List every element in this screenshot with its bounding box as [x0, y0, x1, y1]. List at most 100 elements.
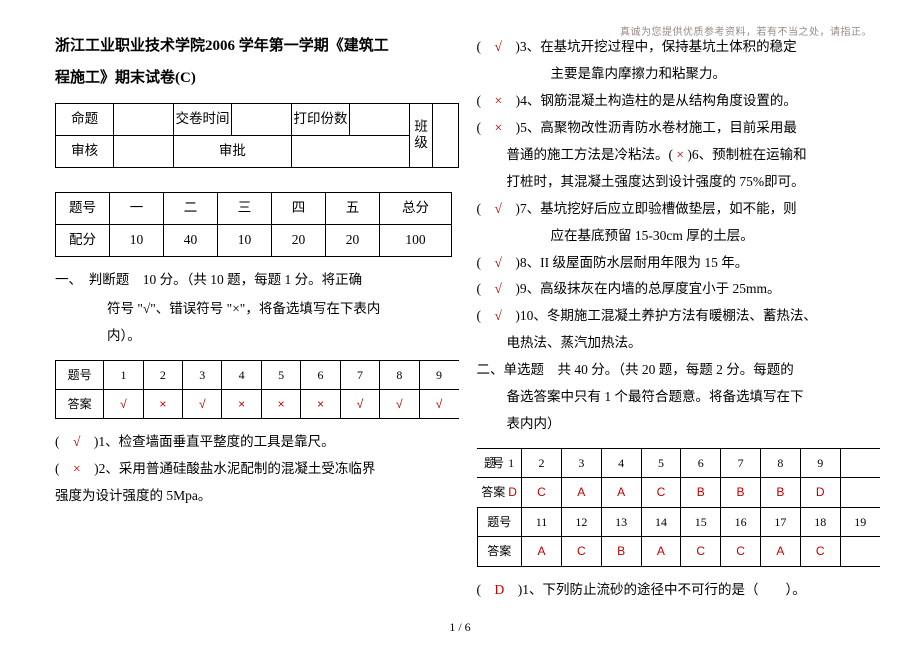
ans-cell: B: [760, 478, 800, 507]
ans-cell: 3: [561, 449, 601, 478]
ans-cell: ×: [301, 389, 340, 418]
ans-cell: A: [601, 478, 641, 507]
ans-cell: D: [800, 478, 840, 507]
score-cell: 四: [272, 192, 326, 224]
ans-cell: B: [681, 478, 721, 507]
q9: ( √ )9、高级抹灰在内墙的总厚度宜小于 25mm。: [477, 278, 881, 301]
score-cell: 二: [164, 192, 218, 224]
ans-cell: 9: [419, 360, 458, 389]
score-cell: 40: [164, 224, 218, 256]
q5: ( × )5、高聚物改性沥青防水卷材施工，目前采用最: [477, 117, 881, 140]
ans-cell: B: [601, 537, 641, 566]
sec2b: 备选答案中只有 1 个最符合题意。将备选填写在下: [477, 386, 881, 409]
score-cell: 10: [218, 224, 272, 256]
ans-cell: √: [380, 389, 419, 418]
form-cell: 打印份数: [291, 104, 349, 136]
ans-cell: [840, 449, 880, 478]
ans-cell: 2: [522, 449, 562, 478]
q3-ans: √: [495, 39, 502, 54]
ans-cell: 8: [380, 360, 419, 389]
section1-l2: 符号 "√"、错误符号 "×"，将备选填写在下表内: [55, 298, 459, 321]
score-cell: 20: [272, 224, 326, 256]
ans-cell: 8: [760, 449, 800, 478]
ans-cell: 19: [840, 507, 880, 536]
ans-cell: 13: [601, 507, 641, 536]
form-cell: [291, 135, 409, 167]
ans-cell: ×: [261, 389, 300, 418]
form-table: 命题 交卷时间 打印份数 班级 审核 审批: [55, 103, 459, 168]
ans-cell: 12: [561, 507, 601, 536]
ans-cell: C: [561, 537, 601, 566]
score-cell: 题号: [56, 192, 110, 224]
ans-cell: C: [721, 537, 761, 566]
ans-cell: 答案: [477, 537, 522, 566]
form-cell: [114, 135, 174, 167]
banji-label: 班级: [409, 104, 433, 168]
section1-head: 一、 判断题 10 分。（共 10 题，每题 1 分。将正确: [55, 269, 459, 292]
ans-cell: 16: [721, 507, 761, 536]
ans-cell: [840, 478, 880, 507]
answer-table2: 题号1 2 3 4 5 6 7 8 9 答案 D C A A C B B B D: [477, 448, 881, 567]
ans-cell: 14: [641, 507, 681, 536]
ans-cell: 5: [641, 449, 681, 478]
score-cell: 总分: [380, 192, 452, 224]
ans-cell: 11: [522, 507, 562, 536]
ans-cell: 2: [143, 360, 182, 389]
score-cell: 100: [380, 224, 452, 256]
ans-cell: 3: [183, 360, 222, 389]
q7: ( √ )7、基坑挖好后应立即验槽做垫层，如不能，则: [477, 198, 881, 221]
ans-cell: 题号1: [477, 449, 522, 478]
ans-cell: √: [419, 389, 458, 418]
q1-1-ans: √: [73, 434, 80, 449]
q6-ans: ×: [676, 147, 684, 162]
ans-cell: B: [721, 478, 761, 507]
sec2c: 表内内）: [477, 413, 881, 436]
banji-val: [433, 104, 458, 168]
score-cell: 20: [326, 224, 380, 256]
q1-2b: 强度为设计强度的 5Mpa。: [55, 485, 459, 508]
q1-2: ( × )2、采用普通硅酸盐水泥配制的混凝土受冻临界: [55, 458, 459, 481]
q1-1: ( √ )1、检查墙面垂直平整度的工具是靠尺。: [55, 431, 459, 454]
ans-cell: 7: [340, 360, 379, 389]
q10: ( √ )10、冬期施工混凝土养护方法有暖棚法、蓄热法、: [477, 305, 881, 328]
title-line2: 程施工》期末试卷(C): [55, 66, 459, 92]
ans-cell: 题号: [56, 360, 104, 389]
sec2a: 二、单选题 共 40 分。（共 20 题，每题 2 分。每题的: [477, 359, 881, 382]
ans-cell: 17: [760, 507, 800, 536]
score-cell: 五: [326, 192, 380, 224]
ans-cell: 4: [222, 360, 261, 389]
ans-cell: ×: [143, 389, 182, 418]
right-column: ( √ )3、在基坑开挖过程中，保持基坑土体积的稳定 主要是靠内摩擦力和粘聚力。…: [477, 28, 881, 606]
answer-table1: 题号 1 2 3 4 5 6 7 8 9 答案 √ × √ × × × √ √: [55, 360, 459, 420]
q8: ( √ )8、II 级屋面防水层耐用年限为 15 年。: [477, 252, 881, 275]
q9-ans: √: [495, 281, 502, 296]
ans-cell: 4: [601, 449, 641, 478]
q5d: 打桩时，其混凝土强度达到设计强度的 75%即可。: [477, 171, 881, 194]
q4: ( × )4、钢筋混凝土构造柱的是从结构角度设置的。: [477, 90, 881, 113]
form-cell: [232, 104, 292, 136]
ans-cell: √: [183, 389, 222, 418]
ans-cell: 6: [301, 360, 340, 389]
ans-cell: 题号: [477, 507, 522, 536]
q3b: 主要是靠内摩擦力和粘聚力。: [477, 63, 881, 86]
ans-cell: A: [522, 537, 562, 566]
score-cell: 一: [110, 192, 164, 224]
ans-cell: √: [340, 389, 379, 418]
score-cell: 10: [110, 224, 164, 256]
ans-cell: [840, 537, 880, 566]
ans-cell: 5: [261, 360, 300, 389]
form-cell: 命题: [56, 104, 114, 136]
form-cell: 审核: [56, 135, 114, 167]
two-col-layout: 浙江工业职业技术学院2006 学年第一学期《建筑工 程施工》期末试卷(C) 命题…: [55, 28, 880, 606]
ans-cell: 答案: [56, 389, 104, 418]
q10-ans: √: [495, 308, 502, 323]
ans-cell: C: [800, 537, 840, 566]
form-cell: 交卷时间: [173, 104, 231, 136]
q1-2-ans: ×: [73, 461, 81, 476]
ans-cell: ×: [222, 389, 261, 418]
ans-cell: 7: [721, 449, 761, 478]
score-table: 题号 一 二 三 四 五 总分 配分 10 40 10 20 20 100: [55, 192, 452, 257]
form-cell: [350, 104, 410, 136]
form-cell: [114, 104, 174, 136]
ans-cell: 18: [800, 507, 840, 536]
